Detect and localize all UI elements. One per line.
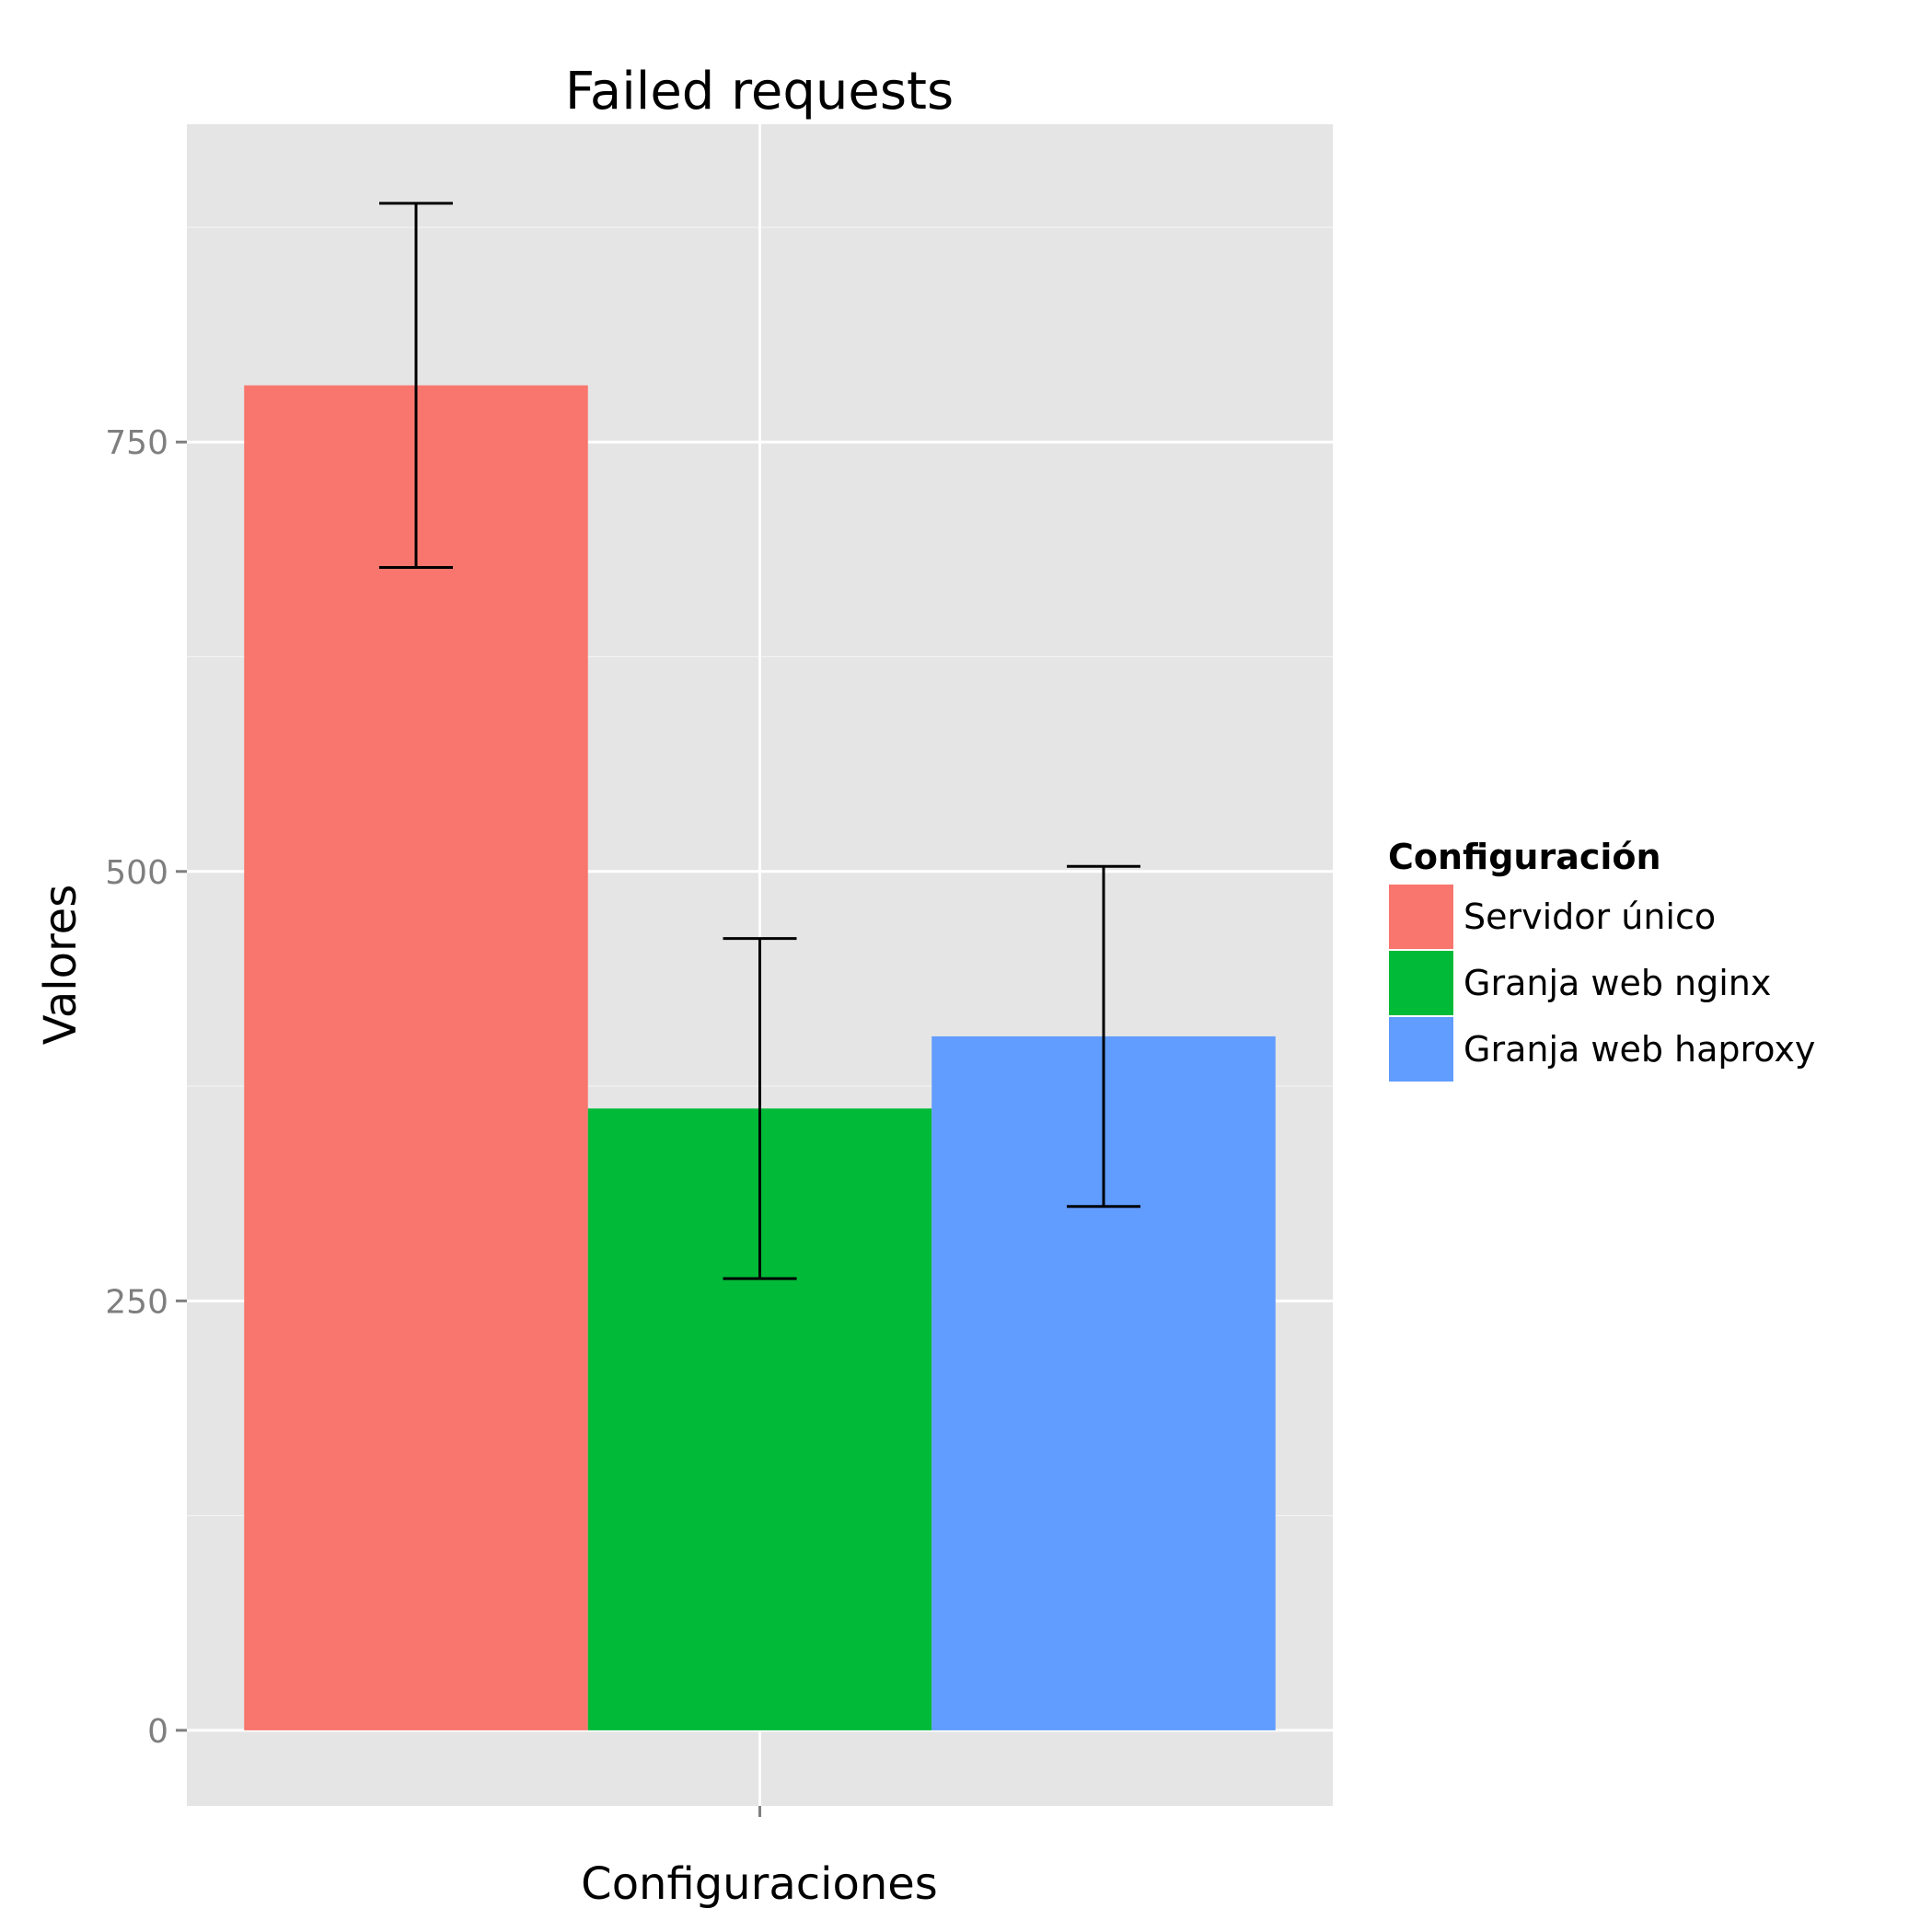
legend-key-1	[1387, 883, 1455, 951]
legend-key-3	[1387, 1015, 1455, 1083]
legend-label-3: Granja web haproxy	[1463, 1029, 1815, 1070]
legend-key-2	[1387, 949, 1455, 1017]
x-axis-title: Configuraciones	[581, 1858, 938, 1910]
y-tick-label: 250	[105, 1283, 168, 1321]
legend-title: Configuración	[1388, 837, 1661, 877]
legend-label-1: Servidor único	[1463, 897, 1716, 937]
bar-1	[244, 385, 588, 1730]
y-tick-label: 0	[147, 1713, 168, 1751]
chart-title: Failed requests	[565, 62, 954, 121]
y-tick-label: 750	[105, 424, 168, 462]
y-axis-title: Valores	[35, 885, 87, 1045]
y-tick-label: 500	[105, 854, 168, 892]
legend-label-2: Granja web nginx	[1463, 963, 1771, 1003]
